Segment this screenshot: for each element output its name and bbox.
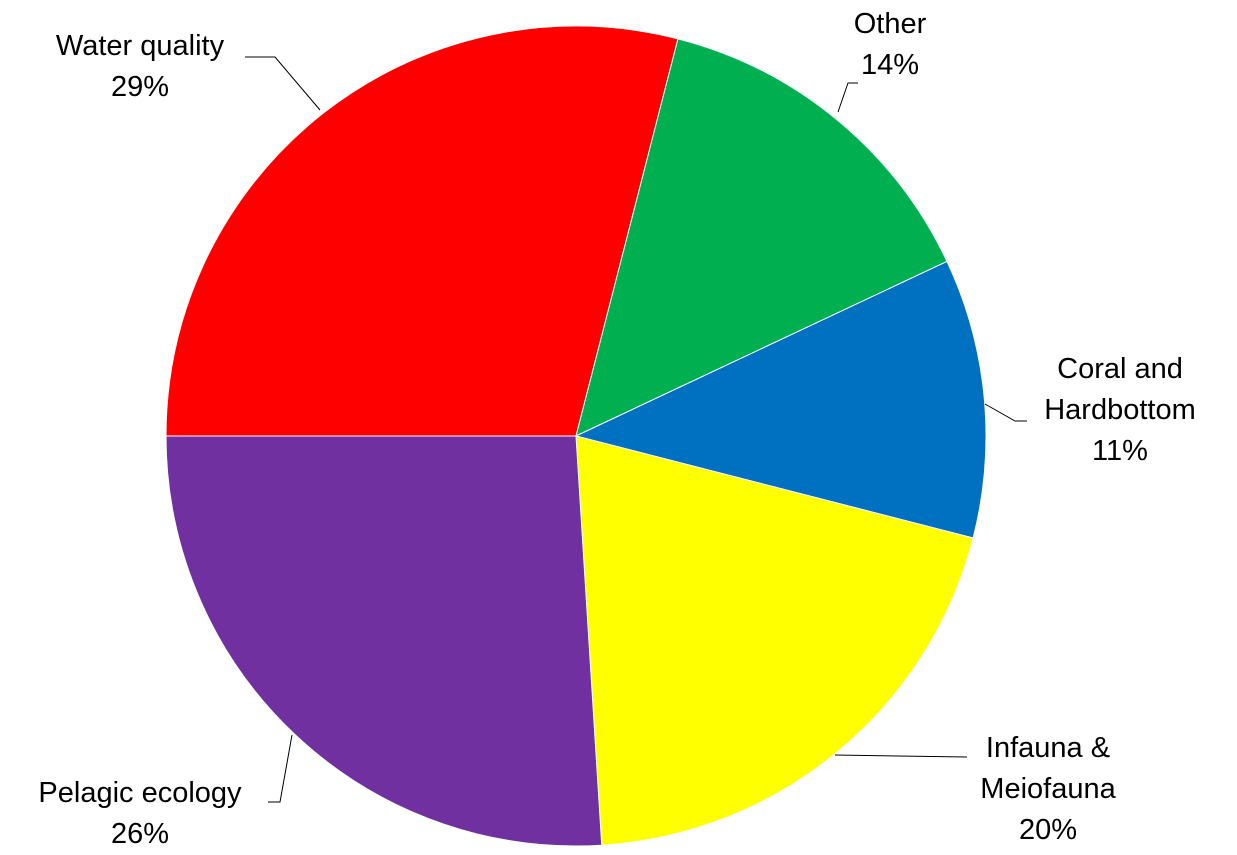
leader-line <box>984 403 1027 422</box>
slice-label: Other 14% <box>790 4 990 86</box>
value-label: 14% <box>860 49 920 81</box>
category-label: Infauna & Meiofauna <box>980 732 1116 805</box>
value-label: 11% <box>1092 435 1148 467</box>
leader-line <box>245 56 321 111</box>
pie-slice <box>165 25 679 437</box>
value-label: 29% <box>110 71 170 103</box>
value-label: 20% <box>1018 814 1078 846</box>
slice-label: Pelagic ecology 26% <box>0 773 285 855</box>
slice-label: Infauna & Meiofauna 20% <box>948 728 1148 851</box>
leader-line <box>268 734 293 803</box>
category-label: Coral and Hardbottom <box>1044 353 1196 426</box>
pie-slice <box>575 435 974 846</box>
slice-label: Coral and Hardbottom 11% <box>1020 349 1220 472</box>
category-label: Water quality <box>55 30 225 62</box>
value-label: 26% <box>110 818 170 850</box>
pie-slice <box>575 38 948 437</box>
pie-slice <box>574 260 987 539</box>
category-label: Other <box>853 8 927 40</box>
pie-slice <box>165 435 603 847</box>
slice-label: Water quality 29% <box>10 26 270 108</box>
leader-line <box>834 754 968 758</box>
leader-line <box>837 82 858 113</box>
category-label: Pelagic ecology <box>38 777 242 809</box>
